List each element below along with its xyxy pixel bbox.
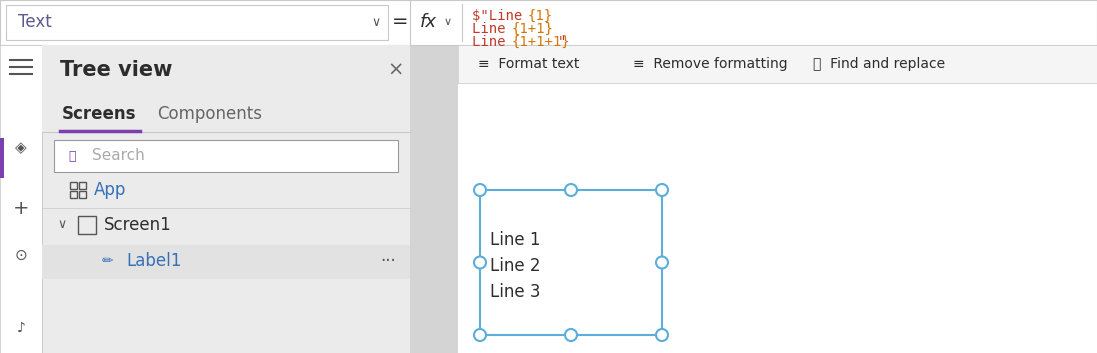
Text: 🔍: 🔍 (68, 150, 76, 162)
Text: ": " (558, 35, 566, 49)
Text: Search: Search (92, 149, 145, 163)
Bar (70, 191, 77, 198)
Text: ∨: ∨ (57, 219, 66, 232)
Bar (410, 45, 459, 353)
Text: ···: ··· (381, 252, 396, 270)
Text: Line: Line (472, 35, 513, 49)
Bar (79, 191, 86, 198)
Text: App: App (94, 181, 126, 199)
Text: Text: Text (18, 13, 52, 31)
Text: ⌕  Find and replace: ⌕ Find and replace (813, 57, 946, 71)
Text: ×: × (388, 60, 404, 79)
Bar (42, 245, 410, 279)
Bar (0, 45, 42, 353)
Circle shape (565, 329, 577, 341)
Text: {1+1}: {1+1} (512, 22, 554, 36)
Bar (42, 45, 410, 95)
Text: =: = (392, 12, 408, 31)
Text: Label1: Label1 (126, 252, 181, 270)
Text: Tree view: Tree view (60, 60, 172, 80)
Text: ✏: ✏ (101, 254, 113, 268)
Bar (0, 138, 4, 178)
Circle shape (656, 184, 668, 196)
Text: Screen1: Screen1 (104, 216, 172, 234)
Text: Line 2: Line 2 (490, 257, 541, 275)
Text: ≡  Remove formatting: ≡ Remove formatting (633, 57, 788, 71)
Bar (459, 45, 1097, 353)
Text: ∨: ∨ (444, 17, 452, 27)
Bar (480, 190, 661, 335)
Text: {1+1+1}: {1+1+1} (512, 35, 570, 49)
Text: ≡  Format text: ≡ Format text (478, 57, 579, 71)
Bar (5, 5, 388, 40)
Bar (78, 216, 97, 234)
Text: ∨: ∨ (372, 16, 381, 29)
Text: Line 3: Line 3 (490, 283, 541, 301)
Text: Line 1: Line 1 (490, 231, 541, 249)
Text: ♪: ♪ (16, 321, 25, 335)
Text: +: + (13, 198, 30, 217)
Bar (410, 0, 1097, 45)
Bar (459, 45, 1097, 83)
Bar (54, 140, 398, 172)
Circle shape (474, 257, 486, 269)
Circle shape (656, 329, 668, 341)
Bar (42, 95, 410, 133)
Text: $"Line: $"Line (472, 9, 531, 23)
Text: {1}: {1} (528, 9, 553, 23)
Text: Screens: Screens (63, 105, 136, 123)
Circle shape (565, 184, 577, 196)
Bar (0, 0, 1097, 45)
Circle shape (474, 184, 486, 196)
Text: Line: Line (472, 22, 513, 36)
Bar (79, 182, 86, 189)
Text: ⊙: ⊙ (14, 247, 27, 263)
Text: ◈: ◈ (15, 140, 26, 156)
Text: Components: Components (157, 105, 262, 123)
Circle shape (656, 257, 668, 269)
Text: fx: fx (420, 13, 437, 31)
Bar (42, 45, 410, 353)
Bar (70, 182, 77, 189)
Circle shape (474, 329, 486, 341)
